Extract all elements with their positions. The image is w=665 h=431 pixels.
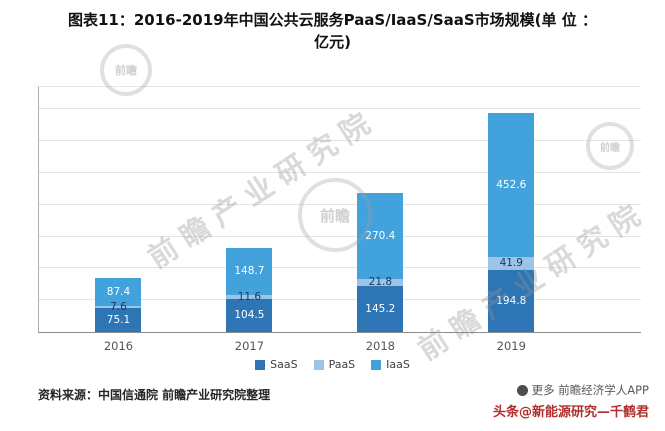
legend-swatch-icon xyxy=(255,359,266,370)
bar-value-label: 7.6 xyxy=(110,300,127,313)
bar-value-label: 87.4 xyxy=(106,285,131,298)
gridline xyxy=(39,299,641,301)
legend-label: PaaS xyxy=(328,358,356,371)
bar-segment-iaas-2017 xyxy=(226,247,273,296)
legend-item-paas: PaaS xyxy=(313,358,356,371)
bar-segment-saas-2016 xyxy=(95,308,142,332)
x-axis-label-2017: 2017 xyxy=(234,339,265,353)
chart-title-line1: 图表11：2016-2019年中国公共云服务PaaS/IaaS/SaaS市场规模… xyxy=(68,11,597,29)
bar-value-label: 75.1 xyxy=(106,314,131,327)
plot-area: 75.1 7.6 87.4 2016 104.5 11.6 148.7 2017 145.2 21… xyxy=(38,86,641,353)
footer-byline: 头条@新能源研究—千鹤君 xyxy=(492,405,649,420)
bar-segment-saas-2017 xyxy=(226,298,273,332)
bar-value-label: 270.4 xyxy=(365,229,396,242)
bar-value-label: 21.8 xyxy=(368,276,393,289)
legend-swatch-icon xyxy=(371,359,382,370)
source-note: 资料来源：中国信通院 前瞻产业研究院整理 xyxy=(38,388,271,402)
gridline xyxy=(39,108,641,110)
x-axis-label-2018: 2018 xyxy=(365,339,395,353)
bar-value-label: 41.9 xyxy=(499,257,523,270)
footer-app-note: 更多 前瞻经济学人APP xyxy=(493,382,649,398)
bar-value-label: 145.2 xyxy=(365,302,396,315)
bar-segment-paas-2018 xyxy=(357,278,404,286)
legend-label: SaaS xyxy=(270,358,298,371)
footer-app-note-text: 更多 前瞻经济学人APP xyxy=(531,383,649,397)
legend-item-saas: SaaS xyxy=(255,358,298,371)
bar-segment-iaas-2019 xyxy=(488,112,535,257)
x-axis-label-2016: 2016 xyxy=(103,339,134,353)
bar-segment-iaas-2016 xyxy=(95,277,142,306)
bar-value-label: 452.6 xyxy=(496,178,527,191)
gridline xyxy=(39,235,641,237)
chart-title: 图表11：2016-2019年中国公共云服务PaaS/IaaS/SaaS市场规模… xyxy=(10,10,655,54)
bar-value-label: 194.8 xyxy=(496,295,527,308)
legend-item-iaas: IaaS xyxy=(371,358,410,371)
bar-segment-saas-2019 xyxy=(488,270,535,332)
legend: SaaS PaaS IaaS xyxy=(0,358,665,371)
bar-segment-iaas-2018 xyxy=(357,192,404,279)
bar-segment-saas-2018 xyxy=(357,285,404,332)
footer-right: 更多 前瞻经济学人APP 头条@新能源研究—千鹤君 xyxy=(493,382,649,420)
bar-value-label: 11.6 xyxy=(237,290,262,303)
bar-value-label: 148.7 xyxy=(234,265,265,278)
legend-label: IaaS xyxy=(386,358,410,371)
app-logo-icon xyxy=(516,384,528,396)
bar-segment-paas-2019 xyxy=(488,256,535,271)
gridline xyxy=(39,267,641,269)
gridline xyxy=(39,171,641,173)
bar-segment-paas-2017 xyxy=(226,295,273,299)
bar-segment-paas-2016 xyxy=(95,305,142,309)
bar-value-label: 104.5 xyxy=(234,309,265,322)
legend-swatch-icon xyxy=(313,359,324,370)
gridline xyxy=(39,203,641,205)
x-axis-label-2019: 2019 xyxy=(496,339,526,353)
gridline xyxy=(39,140,641,142)
chart-title-line2: 亿元) xyxy=(314,32,351,51)
